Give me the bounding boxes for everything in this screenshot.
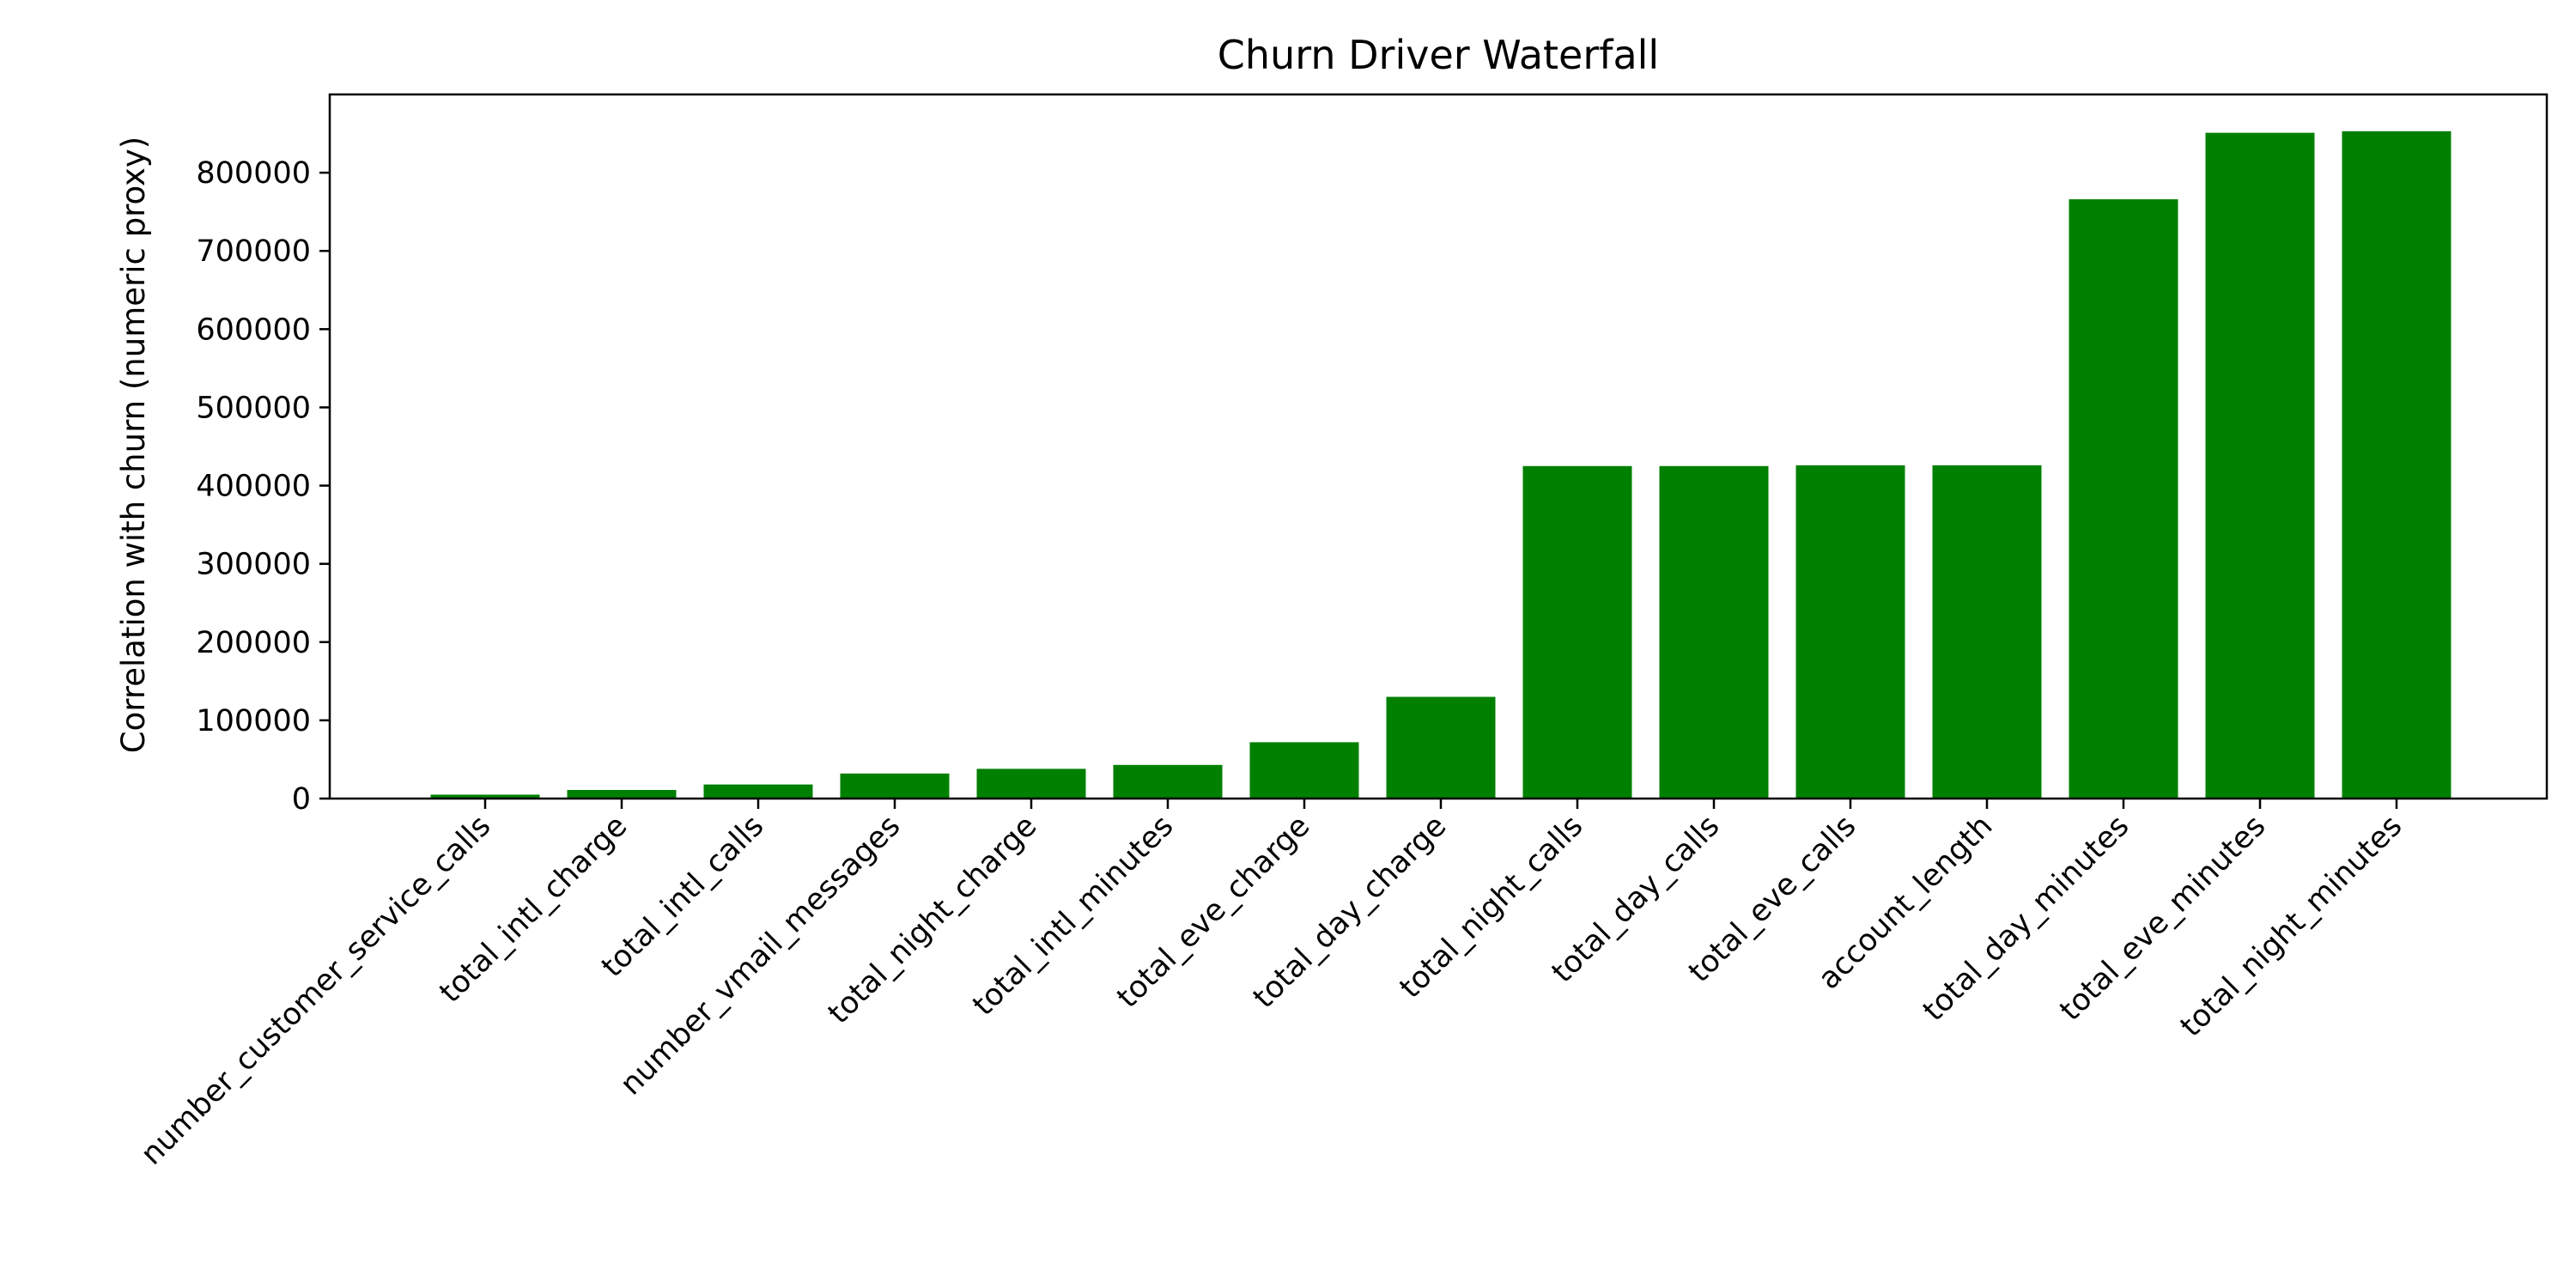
y-tick-label: 200000	[196, 626, 311, 660]
bar-number-vmail-messages	[840, 773, 950, 799]
x-axis-ticks: number_customer_service_callstotal_intl_…	[135, 799, 2409, 1172]
bars-layer	[430, 131, 2451, 799]
bar-total-day-charge	[1386, 696, 1496, 799]
y-tick-label: 600000	[196, 313, 311, 347]
y-tick-label: 500000	[196, 391, 311, 425]
bar-total-day-calls	[1659, 465, 1769, 799]
y-tick-label: 400000	[196, 470, 311, 504]
bar-total-eve-calls	[1795, 465, 1905, 799]
y-axis-ticks: 0 100000 200000 300000 400000 500000 600000 700…	[196, 156, 330, 817]
bar-total-eve-charge	[1249, 742, 1359, 799]
bar-total-intl-charge	[567, 789, 677, 799]
bar-total-night-minutes	[2342, 131, 2451, 799]
bar-total-night-charge	[976, 769, 1086, 799]
bar-total-intl-minutes	[1113, 764, 1223, 799]
bar-number-customer-service-calls	[430, 794, 540, 799]
y-tick-label: 800000	[196, 156, 311, 191]
bar-total-eve-minutes	[2205, 132, 2315, 799]
bar-account-length	[1932, 465, 2042, 799]
bar-total-night-calls	[1522, 465, 1632, 799]
y-tick-label: 700000	[196, 234, 311, 269]
y-tick-label: 300000	[196, 548, 311, 582]
plot-frame	[328, 93, 2549, 800]
y-axis-label: Correlation with churn (numeric proxy)	[115, 137, 152, 753]
y-tick-label: 100000	[196, 704, 311, 738]
bar-total-day-minutes	[2069, 199, 2178, 799]
bar-total-intl-calls	[703, 784, 813, 799]
x-tick-label: number_vmail_messages	[614, 809, 907, 1102]
chart-title: Churn Driver Waterfall	[1218, 32, 1659, 78]
y-tick-label: 0	[292, 782, 311, 817]
x-tick-label: total_night_minutes	[2174, 809, 2409, 1043]
